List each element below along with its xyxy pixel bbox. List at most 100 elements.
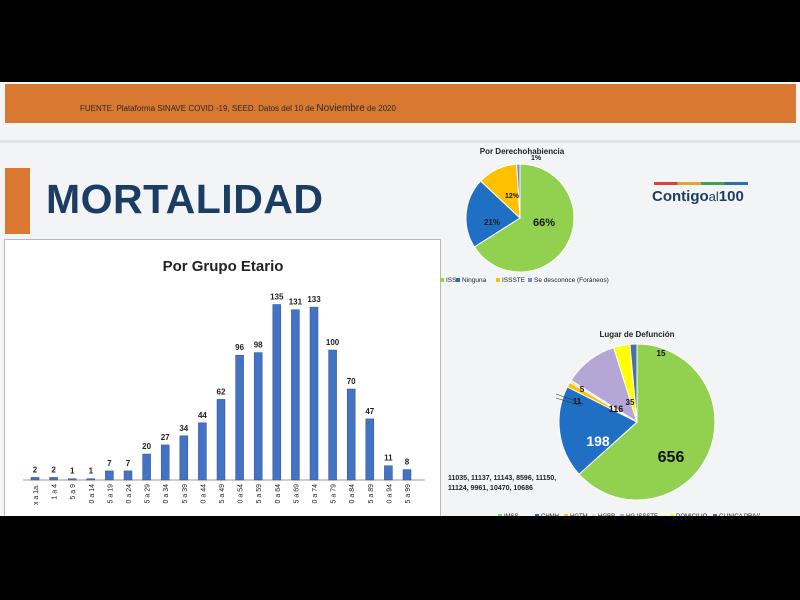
chart-title: Lugar de Defunción [599, 330, 674, 339]
x-tick-label: 0 a 94 [386, 484, 393, 504]
legend-swatch [670, 514, 674, 516]
pie-slice [558, 386, 638, 475]
bar [179, 435, 189, 481]
legend-swatch [496, 278, 500, 282]
bar-value-label: 2 [51, 465, 56, 474]
slide: FUENTE. Plataforma SINAVE COVID -19, SEE… [0, 82, 800, 516]
legend-label: DOMICILIO [676, 514, 708, 516]
chart-title: Por Derechohabiencia [480, 147, 565, 156]
leader-line [555, 393, 585, 405]
source-note: FUENTE. Plataforma SINAVE COVID -19, SEE… [80, 103, 396, 114]
brand-logo: Contigoal100 [652, 182, 752, 212]
x-tick-label: 5 a 79 [331, 484, 338, 504]
legend-swatch [498, 514, 502, 516]
header-bar: FUENTE. Plataforma SINAVE COVID -19, SEE… [5, 84, 796, 123]
bar [253, 352, 263, 481]
bar-value-label: 47 [365, 407, 374, 416]
bar-value-label: 27 [161, 433, 170, 442]
x-tick-label: x a 1a. [33, 484, 40, 505]
x-tick-label: 5 a 9 [70, 484, 77, 500]
pie-slice-label: 15 [657, 349, 666, 358]
logo-main: Contigo [652, 188, 709, 205]
legend-swatch [440, 278, 444, 282]
pie-slice-label: 35 [626, 398, 635, 407]
bar [365, 418, 375, 481]
legend-label: HGTM [570, 514, 588, 516]
x-tick-label: 1 a 4 [52, 484, 59, 500]
legend-swatch [535, 514, 539, 516]
pie-slice-label: 1% [531, 155, 542, 162]
leader-line [555, 397, 583, 407]
legend-swatch [713, 514, 717, 516]
pie-slice-label: 116 [609, 404, 624, 414]
bar-value-label: 1 [89, 467, 94, 476]
pie-slice [578, 343, 716, 501]
x-tick-label: 0 a 64 [275, 484, 282, 504]
bar [123, 470, 133, 481]
bar-value-label: 44 [198, 411, 207, 420]
bar-value-label: 8 [405, 458, 410, 467]
legend-label: ISSSTE [502, 277, 526, 284]
legend-swatch [620, 514, 624, 516]
x-tick-label: 0 a 84 [349, 484, 356, 504]
age-bar-chart: Por Grupo Etario 2 x a 1a. 2 1 a 4 1 5 a 9 1 0 a… [23, 258, 425, 505]
x-tick-label: 0 a 14 [89, 484, 96, 504]
x-tick-label: 0 a 44 [200, 484, 207, 504]
bar [160, 444, 170, 481]
legend-label: CHMH [541, 514, 559, 516]
title-accent [5, 168, 30, 234]
bar [328, 349, 337, 481]
pie-slice-label: 12% [505, 193, 520, 200]
x-tick-label: 5 a 19 [107, 484, 114, 504]
bar-value-label: 7 [107, 459, 112, 468]
bar [402, 469, 412, 481]
chart-title: Por Grupo Etario [163, 258, 284, 275]
legend-label: HG ISSSTE [626, 514, 658, 516]
x-tick-label: 5 a 49 [219, 484, 226, 504]
bar-value-label: 100 [326, 338, 340, 347]
divider [0, 140, 800, 143]
x-tick-label: 5 a 29 [145, 484, 152, 504]
page-title: MORTALIDAD [46, 176, 324, 222]
legend-label: HGBR [598, 514, 616, 516]
bar-value-label: 11 [384, 454, 393, 463]
x-tick-label: 5 a 89 [368, 484, 375, 504]
bar-value-label: 98 [254, 341, 263, 350]
bar [272, 304, 282, 481]
legend-swatch [528, 278, 532, 282]
bar-value-label: 133 [307, 295, 321, 304]
logo-stripe [654, 182, 748, 185]
pie-slice [516, 163, 521, 219]
bar-value-label: 2 [33, 465, 38, 474]
bar [49, 477, 58, 481]
legend-label: Se desconoce (Foráneos) [534, 277, 609, 284]
source-prefix: FUENTE. Plataforma SINAVE COVID -19, SEE… [80, 104, 315, 113]
logo-num: 100 [718, 188, 744, 205]
death-place-pie-chart: Lugar de Defunción6561981151163515IMSSCH… [498, 330, 760, 516]
bar-value-label: 1 [70, 467, 75, 476]
pie-slice-label: 21% [484, 218, 500, 227]
bar-value-label: 135 [270, 293, 284, 302]
pie-slice-label: 5 [580, 385, 585, 394]
x-tick-label: 0 a 34 [163, 484, 170, 504]
bar [291, 309, 300, 481]
pie-slice [629, 343, 638, 423]
x-tick-label: 5 a 59 [256, 484, 263, 504]
bar-value-label: 62 [217, 387, 226, 396]
legend-label: IMSS [504, 514, 519, 516]
legend-label: Ninguna [462, 277, 487, 284]
legend-swatch [456, 278, 460, 282]
legend-label: ISS [446, 277, 457, 284]
x-tick-label: 5 a 69 [293, 484, 300, 504]
logo-al: al [708, 189, 719, 204]
legend-swatch [592, 514, 596, 516]
bar-value-label: 7 [126, 459, 131, 468]
x-tick-label: 5 a 99 [405, 484, 412, 504]
insurance-pie-chart: Por Derechohabiencia 66% 21% 12% 1% ISS Ningun… [440, 147, 609, 284]
bar-value-label: 131 [289, 298, 303, 307]
bar [105, 470, 114, 481]
bar [309, 306, 319, 481]
x-tick-label: 5 a 39 [182, 484, 189, 504]
bar [30, 477, 40, 481]
bar [142, 453, 151, 481]
